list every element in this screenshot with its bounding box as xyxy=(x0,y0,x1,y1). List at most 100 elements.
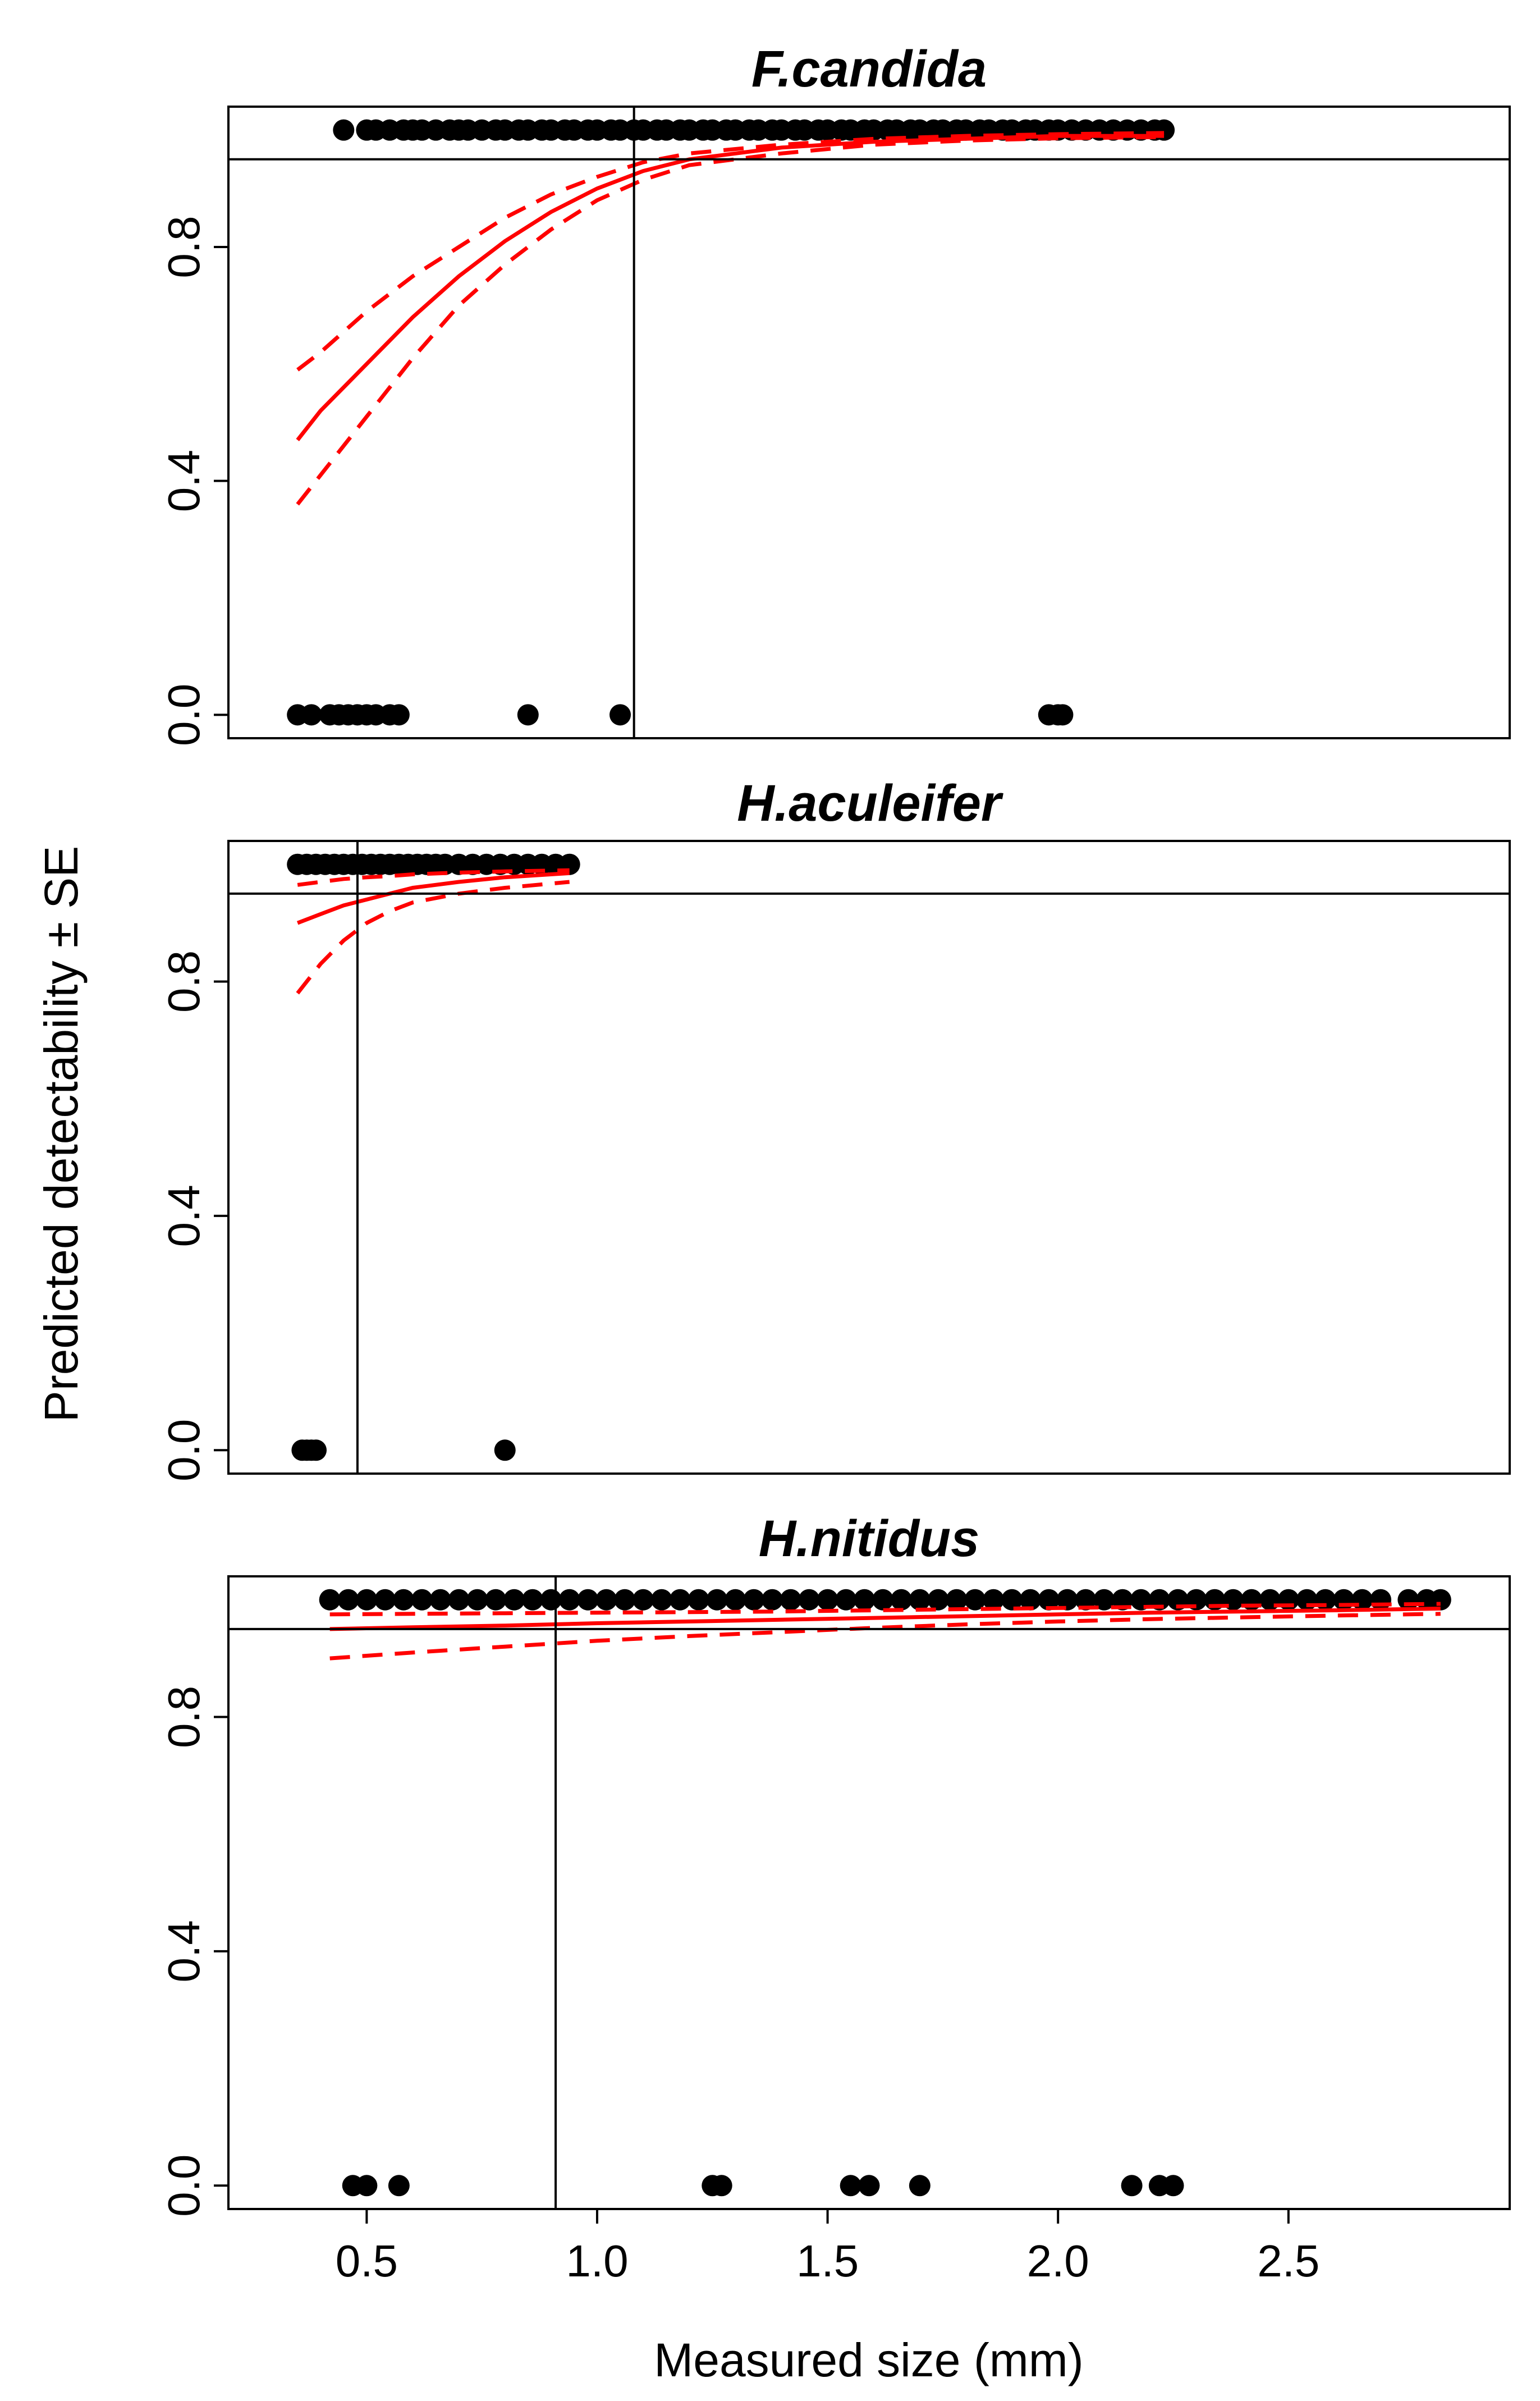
data-point-detected xyxy=(872,1589,894,1611)
data-point-missed xyxy=(609,704,631,726)
panel-h-aculeifer: H.aculeifer 0.0 0.4 0.8 xyxy=(159,775,1511,1481)
data-point-missed xyxy=(909,2175,931,2197)
plot-frame xyxy=(227,1575,1511,2210)
data-point-detected xyxy=(393,1589,415,1611)
panel-h-nitidus: H.nitidus 0.0 0.4 0.8 0.5 1.0 1.5 2.0 2.5 xyxy=(159,1510,1511,2286)
data-point-detected xyxy=(632,1589,654,1611)
data-point-detected xyxy=(503,1589,525,1611)
se-upper-line xyxy=(296,131,1165,372)
data-point-detected xyxy=(1333,1589,1355,1611)
se-lower-line xyxy=(329,1612,1441,1661)
y-tick-label: 0.8 xyxy=(159,1686,209,1748)
fit-line xyxy=(329,1606,1441,1631)
data-point-detected xyxy=(356,1589,378,1611)
data-point-detected xyxy=(780,1589,801,1611)
data-point-detected xyxy=(1056,1589,1078,1611)
data-point-detected xyxy=(688,1589,709,1611)
panel-title: F.candida xyxy=(751,40,987,98)
x-tick-label: 0.5 xyxy=(336,2236,398,2286)
data-point-detected xyxy=(706,1589,728,1611)
data-point-detected xyxy=(319,1589,341,1611)
data-point-detected xyxy=(1075,1589,1097,1611)
data-point-detected xyxy=(817,1589,838,1611)
x-tick-label: 2.5 xyxy=(1257,2236,1319,2286)
data-point-detected xyxy=(411,1589,433,1611)
y-tick-label: 0.0 xyxy=(159,1419,209,1481)
data-point-missed xyxy=(1052,704,1074,726)
x-axis-label: Measured size (mm) xyxy=(654,2334,1083,2386)
data-point-detected xyxy=(1370,1589,1392,1611)
data-point-detected xyxy=(927,1589,949,1611)
y-tick-label: 0.8 xyxy=(159,216,209,278)
data-point-detected xyxy=(725,1589,746,1611)
data-point-detected xyxy=(466,1589,488,1611)
x-tick-label: 1.0 xyxy=(566,2236,628,2286)
data-point-missed xyxy=(388,704,410,726)
data-point-detected xyxy=(1001,1589,1023,1611)
data-point-detected xyxy=(1429,1589,1451,1611)
data-point-detected xyxy=(448,1589,470,1611)
panel-title: H.aculeifer xyxy=(737,775,1003,832)
data-point-detected xyxy=(1351,1589,1373,1611)
se-lower-line xyxy=(296,135,1165,506)
y-axis-label: Predicted detectability ± SE xyxy=(35,846,88,1423)
plot-area xyxy=(228,107,1510,738)
plot-frame xyxy=(227,840,1511,1475)
data-point-missed xyxy=(840,2175,861,2197)
y-tick-label: 0.0 xyxy=(159,2155,209,2217)
data-point-detected xyxy=(429,1589,451,1611)
panel-f-candida: F.candida 0.0 0.4 0.8 xyxy=(159,40,1511,746)
data-point-missed xyxy=(305,1439,327,1461)
data-point-detected xyxy=(854,1589,876,1611)
data-point-detected xyxy=(946,1589,968,1611)
y-tick-label: 0.4 xyxy=(159,1920,209,1982)
data-point-detected xyxy=(522,1589,544,1611)
data-point-detected xyxy=(983,1589,1005,1611)
se-upper-line xyxy=(329,1602,1441,1617)
data-point-detected xyxy=(798,1589,820,1611)
data-point-detected xyxy=(909,1589,931,1611)
data-point-detected xyxy=(1296,1589,1318,1611)
data-point-missed xyxy=(388,2175,410,2197)
data-point-missed xyxy=(494,1439,516,1461)
data-point-detected xyxy=(1314,1589,1336,1611)
data-point-detected xyxy=(1093,1589,1115,1611)
data-point-detected xyxy=(374,1589,396,1611)
data-point-detected xyxy=(577,1589,599,1611)
data-point-missed xyxy=(1121,2175,1143,2197)
y-tick-label: 0.0 xyxy=(159,684,209,746)
data-point-missed xyxy=(356,2175,378,2197)
y-tick-label: 0.8 xyxy=(159,950,209,1013)
data-point-detected xyxy=(669,1589,691,1611)
panel-title: H.nitidus xyxy=(759,1510,980,1567)
data-point-detected xyxy=(614,1589,636,1611)
plot-area xyxy=(228,1576,1510,2209)
plot-frame xyxy=(227,106,1511,739)
data-point-missed xyxy=(858,2175,880,2197)
data-point-detected xyxy=(558,1589,580,1611)
data-point-detected xyxy=(1038,1589,1060,1611)
data-point-detected xyxy=(333,119,355,141)
plot-area xyxy=(228,841,1510,1474)
se-lower-line xyxy=(296,880,570,995)
fit-line xyxy=(296,134,1165,441)
data-point-missed xyxy=(711,2175,732,2197)
data-point-detected xyxy=(964,1589,986,1611)
data-point-detected xyxy=(1112,1589,1134,1611)
data-point-missed xyxy=(300,704,322,726)
x-tick-label: 1.5 xyxy=(796,2236,859,2286)
data-point-detected xyxy=(890,1589,912,1611)
data-point-detected xyxy=(540,1589,562,1611)
data-point-detected xyxy=(595,1589,617,1611)
data-point-detected xyxy=(485,1589,507,1611)
data-point-detected xyxy=(762,1589,783,1611)
data-point-detected xyxy=(337,1589,359,1611)
y-tick-label: 0.4 xyxy=(159,450,209,512)
data-point-detected xyxy=(835,1589,857,1611)
y-tick-label: 0.4 xyxy=(159,1185,209,1247)
data-point-missed xyxy=(517,704,539,726)
data-point-detected xyxy=(1019,1589,1041,1611)
x-tick-label: 2.0 xyxy=(1027,2236,1089,2286)
panels: F.candida0.00.40.8H.aculeifer0.00.40.8H.… xyxy=(159,40,1511,2286)
